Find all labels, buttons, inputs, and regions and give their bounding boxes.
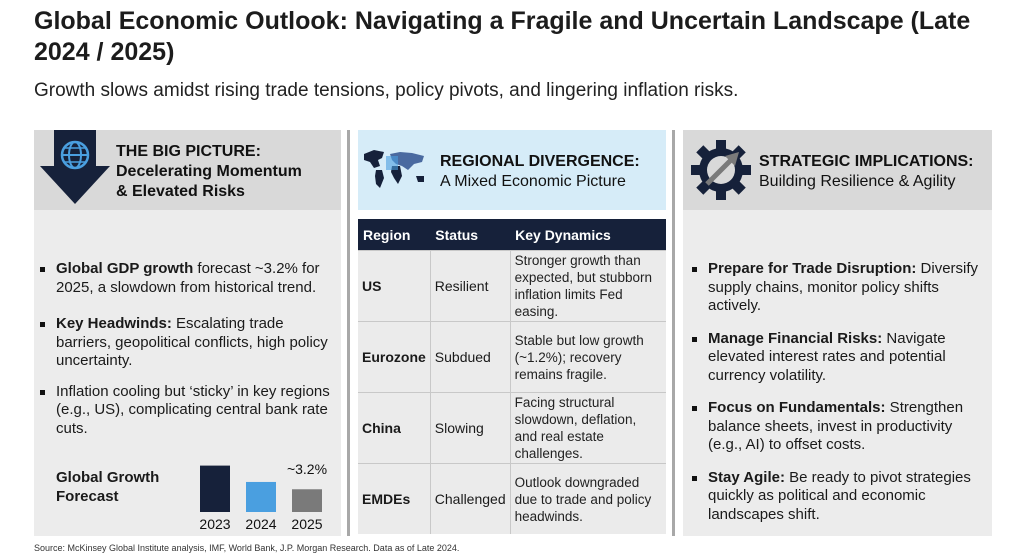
regional-heading: REGIONAL DIVERGENCE:: [440, 153, 640, 170]
growth-chart-label: Global Growth Forecast: [56, 469, 160, 505]
bullet-item: Focus on Fundamentals: Strengthen balanc…: [692, 399, 988, 455]
strategic-panel: STRATEGIC IMPLICATIONS: Building Resilie…: [683, 130, 992, 536]
divider: [672, 130, 675, 536]
bullet-item: Stay Agile: Be ready to pivot strategies…: [692, 469, 988, 525]
big-picture-subheading-2: & Elevated Risks: [116, 183, 245, 200]
dynamics-cell: Stronger growth than expected, but stubb…: [509, 250, 666, 322]
bar-2024: [246, 481, 276, 512]
status-cell: Slowing: [429, 392, 511, 464]
bar-2023: [200, 465, 230, 512]
table-row: China Slowing Facing structural slowdown…: [358, 392, 666, 464]
strategic-heading: STRATEGIC IMPLICATIONS:: [759, 153, 974, 170]
bullet-item: Inflation cooling but ‘sticky’ in key re…: [40, 382, 330, 437]
regional-subheading: A Mixed Economic Picture: [440, 173, 626, 190]
bullet-item: Key Headwinds: Escalating trade barriers…: [40, 315, 331, 371]
table-row: US Resilient Stronger growth than expect…: [358, 250, 666, 322]
tick-label-2024: 2024: [245, 516, 276, 532]
source-footnote: Source: McKinsey Global Institute analys…: [34, 543, 460, 553]
table-row: EMDEs Challenged Outlook downgraded due …: [358, 463, 666, 534]
regional-header: REGIONAL DIVERGENCE: A Mixed Economic Pi…: [358, 130, 666, 210]
region-cell: Eurozone: [358, 321, 431, 393]
region-cell: US: [358, 250, 431, 322]
bullet-item: Prepare for Trade Disruption: Diversify …: [692, 260, 988, 316]
page-subtitle: Growth slows amidst rising trade tension…: [34, 80, 739, 101]
bar-2025: [292, 489, 322, 512]
gear-arrow-icon: [691, 140, 751, 200]
dynamics-cell: Outlook downgraded due to trade and poli…: [509, 463, 666, 534]
divider: [347, 130, 350, 536]
big-picture-header: THE BIG PICTURE: Decelerating Momentum &…: [34, 130, 341, 210]
dynamics-cell: Facing structural slowdown, deflation, a…: [509, 392, 666, 464]
dynamics-cell: Stable but low growth (~1.2%); recovery …: [509, 321, 666, 393]
big-picture-panel: THE BIG PICTURE: Decelerating Momentum &…: [34, 130, 341, 536]
region-cell: EMDEs: [358, 463, 431, 534]
strategic-subheading: Building Resilience & Agility: [759, 173, 956, 190]
big-picture-subheading-1: Decelerating Momentum: [116, 163, 302, 180]
table-row: Eurozone Subdued Stable but low growth (…: [358, 321, 666, 393]
bullet-item: Global GDP growth forecast ~3.2% for 202…: [40, 260, 331, 297]
column-header: Status: [430, 219, 511, 251]
data-label-2025: ~3.2%: [287, 461, 327, 477]
strategic-bullets: Prepare for Trade Disruption: Diversify …: [692, 260, 988, 538]
world-map-icon: [364, 150, 424, 188]
region-cell: China: [358, 392, 431, 464]
strategic-header: STRATEGIC IMPLICATIONS: Building Resilie…: [683, 130, 992, 210]
globe-down-arrow-icon: [40, 130, 110, 204]
tick-label-2025: 2025: [291, 516, 322, 532]
growth-bar-chart: 2023 2024 2025 ~3.2%: [199, 461, 327, 532]
regional-table: Region Status Key Dynamics US Resilient …: [358, 219, 666, 534]
column-header: Region: [358, 219, 431, 251]
tick-label-2023: 2023: [199, 516, 230, 532]
bullet-item: Manage Financial Risks: Navigate elevate…: [692, 330, 988, 386]
table-header-row: Region Status Key Dynamics: [358, 219, 666, 251]
status-cell: Resilient: [429, 250, 511, 322]
status-cell: Challenged: [429, 463, 511, 534]
big-picture-heading: THE BIG PICTURE:: [116, 143, 261, 160]
page-title: Global Economic Outlook: Navigating a Fr…: [34, 7, 971, 66]
big-picture-bullets: Global GDP growth forecast ~3.2% for 202…: [40, 260, 331, 452]
column-header: Key Dynamics: [510, 219, 666, 251]
status-cell: Subdued: [429, 321, 511, 393]
